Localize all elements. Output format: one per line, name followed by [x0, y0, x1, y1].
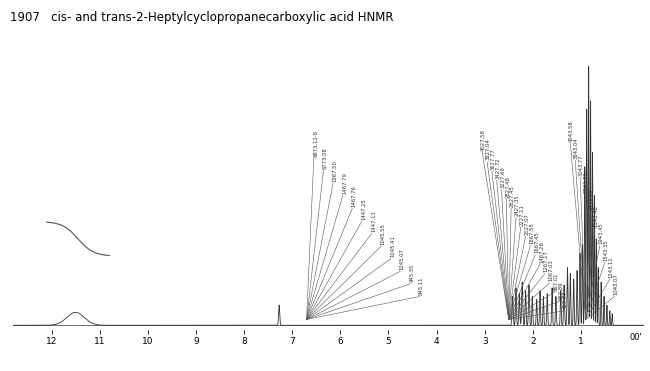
Text: 4027.58: 4027.58	[481, 129, 486, 151]
Text: 00': 00'	[630, 333, 643, 342]
Text: 2843.72: 2843.72	[584, 171, 588, 193]
Text: 1045.07: 1045.07	[400, 248, 405, 270]
Text: 3843.04: 3843.04	[574, 138, 578, 159]
Text: 3427.72: 3427.72	[496, 157, 500, 179]
Text: 1447.11: 1447.11	[371, 210, 376, 232]
Text: 2627.45: 2627.45	[510, 185, 515, 207]
Text: 1867.50: 1867.50	[333, 160, 337, 182]
Text: 1043.07: 1043.07	[613, 273, 618, 295]
Text: 1543.35: 1543.35	[603, 239, 608, 261]
Text: 1467.79: 1467.79	[342, 173, 347, 194]
Text: 667.89: 667.89	[558, 282, 563, 300]
Text: 2443.69: 2443.69	[588, 188, 593, 210]
Text: 1045.55: 1045.55	[381, 223, 385, 245]
Text: 2143.48: 2143.48	[593, 206, 599, 227]
Text: 3627.77: 3627.77	[491, 148, 496, 170]
Text: 2827.48: 2827.48	[505, 175, 510, 197]
Text: 1867.55: 1867.55	[529, 222, 534, 244]
Text: 6873.12-8: 6873.12-8	[313, 130, 318, 157]
Text: 2227.11: 2227.11	[520, 204, 525, 226]
Text: 867.01: 867.01	[553, 272, 558, 291]
Text: 2027.07: 2027.07	[525, 213, 530, 235]
Text: 4043.58: 4043.58	[569, 121, 574, 142]
Text: 1467.76: 1467.76	[352, 185, 357, 207]
Text: 1907   cis- and trans-2-Heptylcyclopropanecarboxylic acid HNMR: 1907 cis- and trans-2-Heptylcyclopropane…	[10, 11, 393, 24]
Text: 1067.03: 1067.03	[549, 260, 554, 282]
Text: 1467.28: 1467.28	[539, 241, 544, 263]
Text: 1447.25: 1447.25	[361, 198, 367, 220]
Text: 945.35: 945.35	[410, 264, 415, 282]
Text: 1267.17: 1267.17	[544, 250, 549, 272]
Text: 845.11: 845.11	[419, 276, 424, 295]
Text: 1943.45: 1943.45	[598, 222, 603, 244]
Text: 3227.69: 3227.69	[500, 167, 506, 188]
Text: 1045.41: 1045.41	[390, 236, 395, 257]
Text: 1243.11: 1243.11	[608, 256, 613, 278]
Text: 3827.04: 3827.04	[486, 138, 491, 160]
Text: 6773.08: 6773.08	[323, 148, 328, 169]
Text: 2427.35: 2427.35	[515, 194, 520, 216]
Text: 467.77: 467.77	[563, 291, 568, 309]
Text: 3043.77: 3043.77	[578, 155, 584, 176]
Text: 1667.45: 1667.45	[534, 232, 539, 253]
